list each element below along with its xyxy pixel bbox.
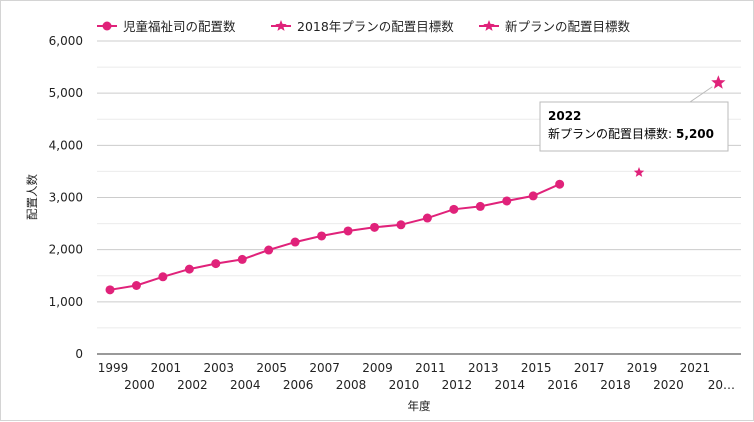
- legend-circle-icon: [102, 21, 112, 31]
- tooltip-body: 新プランの配置目標数: 5,200: [548, 126, 714, 141]
- data-point[interactable]: [396, 220, 406, 230]
- x-tick-label: 2018: [600, 378, 631, 392]
- x-tick-label: 2020: [653, 378, 684, 392]
- legend-label: 2018年プランの配置目標数: [297, 19, 454, 34]
- data-point[interactable]: [158, 272, 168, 282]
- y-tick-label: 6,000: [49, 34, 83, 48]
- y-tick-label: 5,000: [49, 86, 83, 100]
- y-axis-title: 配置人数: [25, 174, 39, 220]
- series-3: [711, 75, 726, 89]
- x-tick-label: 2019: [627, 361, 658, 375]
- x-tick-label: 2016: [547, 378, 578, 392]
- x-tick-label: 2011: [415, 361, 446, 375]
- x-tick-label: 2015: [521, 361, 552, 375]
- legend-item-2[interactable]: 2018年プランの配置目標数: [271, 19, 454, 34]
- data-point[interactable]: [264, 245, 274, 255]
- x-tick-label: 2010: [389, 378, 420, 392]
- data-point[interactable]: [211, 259, 221, 269]
- series-line: [109, 183, 561, 291]
- star-data-point[interactable]: [633, 166, 645, 177]
- data-point[interactable]: [343, 226, 353, 236]
- x-tick-label: 2000: [124, 378, 155, 392]
- x-tick-label: 2008: [336, 378, 367, 392]
- legend-item-1[interactable]: 児童福祉司の配置数: [97, 19, 236, 34]
- tooltip-title: 2022: [548, 109, 581, 123]
- series-1: [105, 179, 565, 295]
- data-point[interactable]: [449, 204, 459, 214]
- x-tick-label: 1999: [98, 361, 129, 375]
- x-tick-label: 2017: [574, 361, 605, 375]
- data-point[interactable]: [105, 285, 115, 295]
- data-point[interactable]: [237, 254, 247, 264]
- x-tick-label: 2003: [204, 361, 235, 375]
- data-point[interactable]: [502, 196, 512, 206]
- x-tick-label: 2004: [230, 378, 261, 392]
- data-point[interactable]: [475, 201, 485, 211]
- x-tick-label: 2012: [442, 378, 473, 392]
- data-point[interactable]: [422, 213, 432, 223]
- y-tick-label: 4,000: [49, 138, 83, 152]
- tooltip-label: 新プランの配置目標数:: [548, 126, 672, 141]
- y-tick-label: 1,000: [49, 295, 83, 309]
- legend-item-3[interactable]: 新プランの配置目標数: [479, 19, 631, 34]
- legend[interactable]: 児童福祉司の配置数 2018年プランの配置目標数 新プランの配置目標数: [97, 19, 631, 34]
- legend-label: 児童福祉司の配置数: [123, 19, 236, 34]
- data-point[interactable]: [290, 237, 300, 247]
- x-tick-label: 2009: [362, 361, 393, 375]
- y-tick-label: 3,000: [49, 191, 83, 205]
- data-point[interactable]: [317, 231, 327, 241]
- x-tick-label: 2021: [680, 361, 711, 375]
- data-point[interactable]: [184, 264, 194, 274]
- x-tick-label: 2014: [494, 378, 525, 392]
- legend-star-icon: [275, 20, 287, 31]
- y-tick-label: 2,000: [49, 243, 83, 257]
- tooltip-leader-line: [542, 86, 713, 103]
- x-axis-title: 年度: [408, 399, 431, 413]
- x-tick-label: 2007: [309, 361, 340, 375]
- x-tick-label: 2006: [283, 378, 314, 392]
- x-tick-label: 2002: [177, 378, 208, 392]
- star-data-point[interactable]: [711, 75, 726, 89]
- x-axis-ticks: 1999 2000 2001 2002 2003 2004 2005 2006 2007 2008…: [98, 361, 735, 392]
- tooltip-value: 5,200: [676, 127, 714, 141]
- x-tick-label: 2013: [468, 361, 499, 375]
- legend-star-icon: [483, 20, 495, 31]
- data-point[interactable]: [370, 222, 379, 232]
- series-2: [633, 166, 645, 177]
- series-group: [105, 75, 726, 295]
- x-tick-label: 2005: [256, 361, 287, 375]
- y-axis-ticks: 0 1,000 2,000 3,000 4,000 5,000 6,000: [49, 34, 83, 361]
- tooltip-box: [539, 101, 729, 152]
- x-tick-label: 2001: [151, 361, 182, 375]
- legend-label: 新プランの配置目標数: [505, 19, 631, 34]
- gridlines: [97, 40, 741, 355]
- data-point[interactable]: [131, 281, 141, 291]
- data-point[interactable]: [528, 191, 538, 201]
- data-point[interactable]: [555, 179, 565, 189]
- x-tick-label: 20…: [708, 378, 735, 392]
- y-tick-label: 0: [75, 347, 83, 361]
- tooltip: 2022 新プランの配置目標数: 5,200: [539, 86, 729, 152]
